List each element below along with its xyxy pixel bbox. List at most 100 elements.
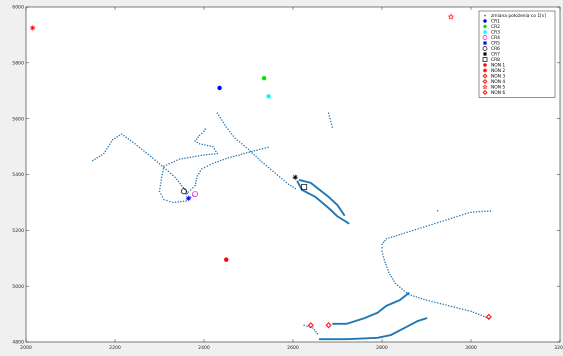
path-dot [467,212,469,214]
path-dot [123,134,125,137]
path-dot [196,175,199,177]
path-dot [234,137,236,139]
legend-marker [484,14,486,17]
y-tick-label: 5600 [12,116,24,122]
path-dot [315,331,317,333]
path-dot [158,190,161,192]
path-dot [170,161,173,164]
legend-label: CR7 [491,52,500,58]
y-tick-label: 5800 [12,60,24,66]
path-dot [382,256,385,258]
legend-label: CR3 [491,30,500,36]
path-dot [232,155,235,158]
path-dot [243,144,245,147]
diamond-inner-marker [483,80,487,83]
legend-marker [482,79,488,84]
path-dot [456,215,458,218]
diamond-marker [485,313,492,320]
path-dot [423,298,425,301]
path-dot [420,297,423,300]
path-dot [116,136,118,138]
path-dot [181,157,183,160]
path-dot [214,161,217,164]
legend-marker [483,19,487,23]
path-dot [125,136,127,139]
path-dot [390,236,393,238]
path-dot [109,143,111,146]
legend-label: NON 1 [491,63,505,69]
path-dot [489,210,492,212]
open-circle-marker [192,191,199,197]
path-dot [92,159,94,162]
path-dot [182,186,184,189]
path-dot [425,225,428,227]
path-dot [403,232,405,234]
path-dot [381,243,383,246]
x-tick-label: 3200 [554,345,563,351]
path-dot [241,143,243,145]
legend-marker [482,57,488,62]
path-dot [158,163,161,165]
path-dot [167,170,170,173]
circle-marker [483,30,487,34]
cr3-point [266,94,271,99]
path-dot [396,284,399,286]
path-dot [195,138,198,140]
cr2-point [261,75,267,81]
path-dot [445,304,447,306]
path-dot [415,296,418,298]
path-dot [160,179,163,181]
path-dot [235,154,238,157]
path-dot [251,152,254,154]
path-dot [434,222,436,225]
path-dot [160,164,163,167]
path-dot [107,145,110,148]
path-dot [232,135,235,137]
path-dot [278,176,281,178]
cr8-point [301,184,308,191]
legend-entry: NON 6 [482,90,505,96]
path-dot [283,179,285,182]
path-dot [138,146,141,149]
x-tick-label: 3000 [465,345,477,351]
legend-entry: CR8 [482,57,500,63]
path-dot [160,176,163,179]
path-dot [127,138,130,140]
path-dot [431,300,433,303]
non-6-point [485,313,492,320]
path-dot [255,155,257,158]
plot-area [25,6,561,343]
legend-marker [483,63,487,67]
path-dot [477,313,480,316]
path-dot [442,220,444,222]
trajectory-layer [92,112,492,341]
path-dot [136,144,138,147]
path-dot [464,213,467,215]
path-dot [194,140,196,142]
path-dot [248,151,250,153]
path-dot [110,141,113,143]
path-dot [147,153,150,156]
y-tick-label: 4800 [12,340,24,346]
asterisk-stroke [186,196,191,201]
path-dot [178,158,181,160]
dotted-path-7 [436,210,439,212]
path-dot [129,139,132,142]
non-5-point [447,13,455,20]
path-dot [385,237,388,240]
path-dot [197,136,199,139]
path-dot [472,311,475,314]
path-dot [169,200,171,203]
path-dot [195,155,197,158]
x-axis-ticks: 2000 2200 2400 2600 2800 3000 3200 [20,7,563,351]
path-dot [206,165,209,167]
path-dot [425,299,428,301]
legend-entry: CR6 [482,46,500,52]
path-dot [445,219,447,221]
path-dot [209,145,211,147]
path-dot [272,170,274,172]
path-dot [267,166,270,169]
path-dot [173,160,176,163]
path-dot [182,200,185,203]
